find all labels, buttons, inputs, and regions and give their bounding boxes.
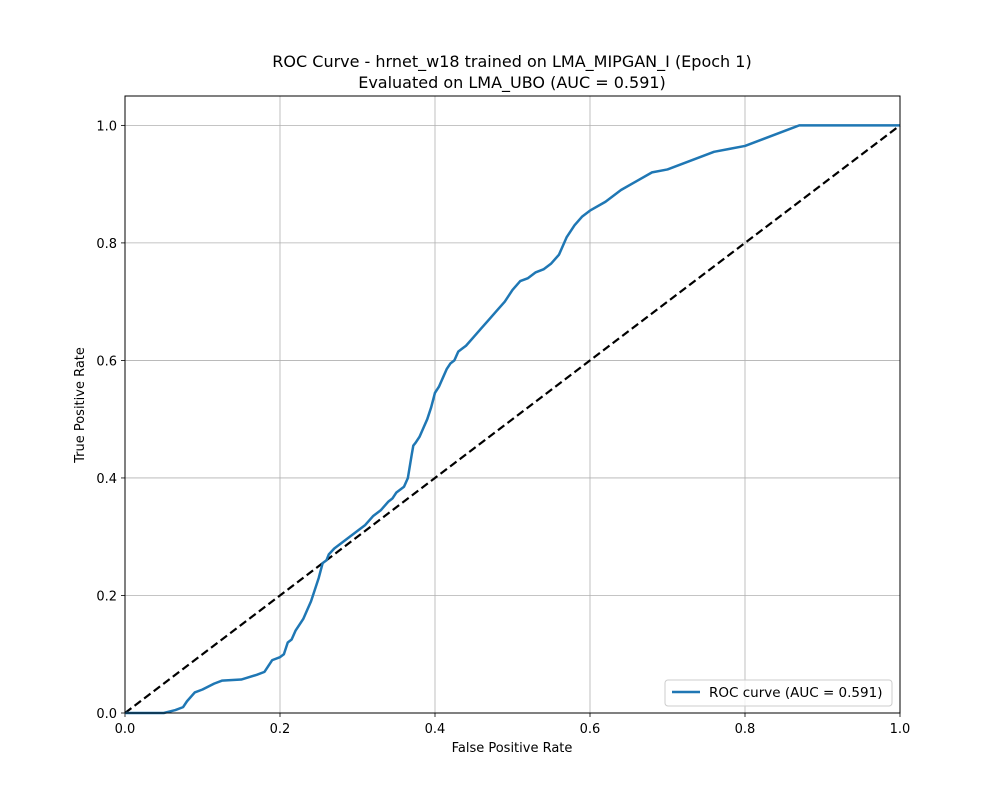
chart-title: ROC Curve - hrnet_w18 trained on LMA_MIP… bbox=[272, 52, 751, 72]
x-tick-label: 0.8 bbox=[735, 722, 756, 737]
y-tick-label: 0.6 bbox=[96, 354, 117, 369]
x-axis-label: False Positive Rate bbox=[452, 741, 573, 756]
grid-lines bbox=[124, 96, 901, 714]
x-tick-label: 0.6 bbox=[580, 722, 601, 737]
legend-box bbox=[664, 679, 893, 707]
roc-curve-line bbox=[125, 124, 900, 715]
x-tick-label: 1.0 bbox=[890, 722, 911, 737]
y-axis-label: True Positive Rate bbox=[73, 347, 88, 464]
legend: ROC curve (AUC = 0.591) bbox=[664, 679, 893, 707]
axis-ticks: 0.0 0.2 0.4 0.6 0.8 1.0 0.0 0.2 0.4 0.6 0.8 1.0 bbox=[96, 119, 910, 737]
x-tick-label: 0.4 bbox=[425, 722, 446, 737]
y-tick-label: 0.4 bbox=[96, 472, 117, 487]
legend-label: ROC curve (AUC = 0.591) bbox=[709, 685, 882, 701]
x-tick-label: 0.0 bbox=[115, 722, 136, 737]
y-tick-label: 1.0 bbox=[96, 119, 117, 134]
y-tick-label: 0.0 bbox=[96, 707, 117, 722]
series-layer bbox=[124, 124, 901, 715]
y-tick-label: 0.8 bbox=[96, 237, 117, 252]
plot-frame bbox=[124, 95, 901, 714]
chart-subtitle: Evaluated on LMA_UBO (AUC = 0.591) bbox=[358, 73, 666, 93]
x-tick-label: 0.2 bbox=[270, 722, 291, 737]
y-tick-label: 0.2 bbox=[96, 589, 117, 604]
chance-diagonal-line bbox=[124, 124, 901, 714]
